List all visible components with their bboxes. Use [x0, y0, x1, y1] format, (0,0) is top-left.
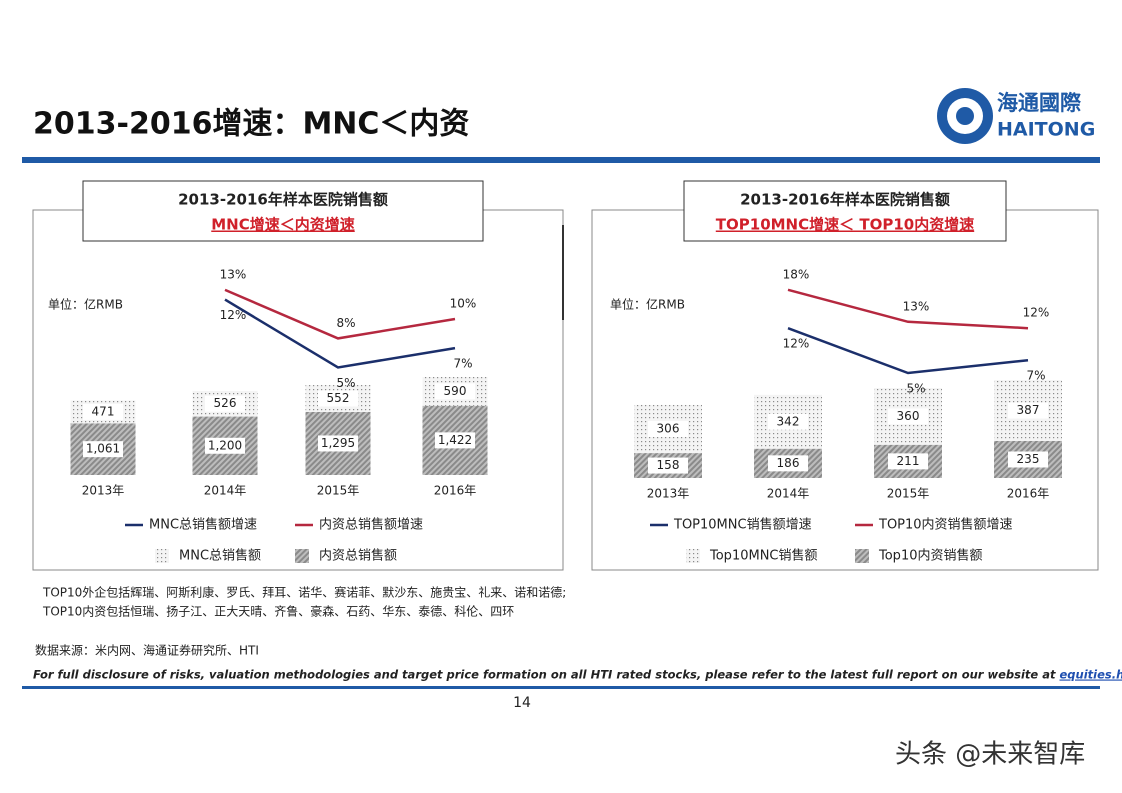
label-bg — [205, 395, 245, 412]
slide-title: 2013-2016增速：MNC＜内资 — [33, 107, 469, 142]
label-bg — [648, 421, 688, 437]
data-label: 12% — [783, 337, 810, 351]
title-box — [683, 180, 1007, 242]
legend-label: MNC总销售额增速 — [149, 517, 257, 533]
label-bg — [205, 437, 245, 454]
data-label: 1,422 — [438, 433, 472, 447]
chart-title: 2013-2016年样本医院销售额 — [178, 191, 388, 209]
label-bg — [83, 403, 123, 420]
label-bg — [318, 435, 358, 452]
label-bg — [768, 413, 808, 430]
chart-subtitle: MNC增速＜内资增速 — [211, 216, 355, 234]
legend-label: TOP10内资销售额增速 — [878, 517, 1013, 533]
legend-swatch — [686, 549, 700, 563]
data-label: 18% — [783, 267, 810, 281]
legend-swatch — [295, 549, 309, 563]
legend-label: 内资总销售额 — [319, 548, 397, 564]
data-label: 526 — [214, 396, 237, 410]
label-bg — [768, 455, 808, 472]
data-label: 590 — [444, 384, 467, 398]
chart-subtitle: TOP10MNC增速＜ TOP10内资增速 — [716, 216, 974, 234]
line — [224, 298, 456, 369]
line — [787, 288, 1029, 330]
legend-label: 内资总销售额增速 — [319, 517, 423, 533]
x-tick-label: 2016年 — [434, 484, 477, 498]
label-bg — [318, 390, 358, 407]
data-label: 7% — [1026, 369, 1045, 383]
legend-label: MNC总销售额 — [179, 548, 261, 564]
data-label: 387 — [1017, 403, 1040, 417]
data-label: 8% — [336, 316, 355, 330]
label-bg — [83, 441, 123, 458]
data-label: 342 — [777, 414, 800, 428]
label-bg — [1008, 451, 1048, 468]
disclaimer: For full disclosure of risks, valuation … — [33, 668, 1056, 682]
legend-label: Top10MNC销售额 — [709, 548, 818, 564]
label-bg — [888, 453, 928, 470]
line — [224, 288, 456, 340]
data-label: 186 — [777, 456, 800, 470]
x-tick-label: 2015年 — [317, 484, 360, 498]
legend-swatch — [155, 549, 169, 563]
unit-label: 单位：亿RMB — [48, 297, 123, 312]
legend-swatch — [855, 549, 869, 563]
label-bg — [888, 408, 928, 425]
page-number: 14 — [513, 695, 531, 711]
data-label: 5% — [906, 382, 925, 396]
source: 数据来源：米内网、海通证券研究所、HTI — [35, 643, 259, 658]
x-tick-label: 2014年 — [204, 484, 247, 498]
label-bg — [1008, 402, 1048, 419]
x-tick-label: 2013年 — [647, 487, 690, 501]
line — [787, 327, 1029, 375]
data-label: 471 — [92, 404, 115, 418]
title-box — [82, 180, 484, 242]
data-label: 12% — [220, 308, 247, 322]
data-label: 1,061 — [86, 442, 120, 456]
label-bg — [435, 383, 475, 400]
data-label: 13% — [220, 267, 247, 281]
data-label: 360 — [897, 409, 920, 423]
logo-en: HAITONG — [997, 119, 1095, 141]
note: TOP10内资包括恒瑞、扬子江、正大天晴、齐鲁、豪森、石药、华东、泰德、科伦、四… — [42, 604, 514, 619]
x-tick-label: 2014年 — [767, 487, 810, 501]
data-label: 158 — [657, 458, 680, 472]
label-bg — [435, 432, 475, 449]
x-tick-label: 2015年 — [887, 487, 930, 501]
unit-label: 单位：亿RMB — [610, 297, 685, 312]
legend-label: Top10内资销售额 — [878, 548, 982, 564]
legend-label: TOP10MNC销售额增速 — [673, 517, 812, 533]
data-label: 552 — [327, 391, 350, 405]
data-label: 10% — [450, 297, 477, 311]
disclaimer-link[interactable]: equities.htisec.com — [1059, 668, 1122, 682]
data-label: 235 — [1017, 452, 1040, 466]
data-label: 1,295 — [321, 436, 355, 450]
data-label: 5% — [336, 376, 355, 390]
data-label: 211 — [897, 454, 920, 468]
chart-title: 2013-2016年样本医院销售额 — [740, 191, 950, 209]
data-label: 13% — [903, 299, 930, 313]
watermark: 头条 @未来智库 — [895, 740, 1085, 770]
x-tick-label: 2013年 — [82, 484, 125, 498]
note: TOP10外企包括辉瑞、阿斯利康、罗氏、拜耳、诺华、赛诺菲、默沙东、施贵宝、礼来… — [42, 585, 566, 600]
footer-rule — [22, 686, 1100, 689]
x-tick-label: 2016年 — [1007, 487, 1050, 501]
header-rule — [22, 157, 1100, 163]
logo-cn: 海通國際 — [997, 91, 1082, 115]
data-label: 1,200 — [208, 438, 242, 452]
data-label: 7% — [453, 357, 472, 371]
label-bg — [648, 457, 688, 474]
data-label: 12% — [1023, 306, 1050, 320]
data-label: 306 — [657, 422, 680, 436]
logo: 海通國際 HAITONG — [937, 88, 1095, 144]
